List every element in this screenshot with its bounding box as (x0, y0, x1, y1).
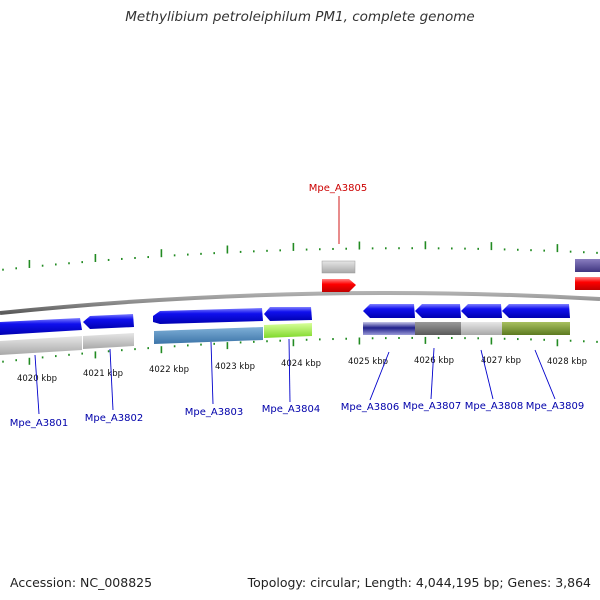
outer-scale-ticks (2, 241, 598, 271)
coord-label: 4028 kbp (547, 357, 587, 367)
band-steel[interactable] (154, 327, 263, 344)
gene-label-mpe-a3807[interactable]: Mpe_A3807 (403, 401, 461, 412)
inner-scale-ticks (2, 336, 598, 365)
band-lightgrey[interactable] (461, 322, 502, 335)
map-title: Methylibium petroleiphilum PM1, complete… (125, 9, 475, 25)
coord-label: 4025 kbp (348, 357, 388, 367)
forward-strand-features (321, 259, 600, 292)
gene-block-red-right[interactable] (575, 277, 600, 290)
gene-label-mpe-a3806[interactable]: Mpe_A3806 (341, 402, 399, 413)
coordinate-labels: 4020 kbp 4021 kbp 4022 kbp 4023 kbp 4024… (17, 356, 587, 384)
genome-backbone (0, 290, 600, 315)
gene-label-mpe-a3801[interactable]: Mpe_A3801 (10, 418, 68, 429)
gene-arrow-mpe-a3804[interactable] (264, 307, 312, 321)
coord-label: 4023 kbp (215, 362, 255, 372)
coord-label: 4021 kbp (83, 369, 123, 379)
gene-arrow-mpe-a3808[interactable] (461, 304, 502, 318)
gene-label-mpe-a3802[interactable]: Mpe_A3802 (85, 413, 143, 424)
gene-arrow-mpe-a3802[interactable] (83, 314, 134, 329)
gene-label-mpe-a3803[interactable]: Mpe_A3803 (185, 407, 243, 418)
gene-arrow-mpe-a3803[interactable] (153, 308, 263, 324)
gene-label-mpe-a3804[interactable]: Mpe_A3804 (262, 404, 320, 415)
band-navy[interactable] (363, 322, 415, 335)
band-grey-1[interactable] (0, 336, 82, 355)
gene-arrow-mpe-a3806[interactable] (363, 304, 415, 318)
coord-label: 4022 kbp (149, 365, 189, 375)
gene-label-mpe-a3809[interactable]: Mpe_A3809 (526, 401, 584, 412)
band-grey-2[interactable] (83, 333, 134, 349)
gene-block-purple[interactable] (575, 259, 600, 272)
gene-arrow-mpe-a3807[interactable] (415, 304, 461, 318)
band-darkgrey[interactable] (415, 322, 461, 335)
trna-upper-grey-block[interactable] (321, 260, 356, 274)
label-leaders (34, 196, 556, 415)
gene-label-mpe-a3808[interactable]: Mpe_A3808 (465, 401, 523, 412)
gene-arrow-mpe-a3809[interactable] (502, 304, 570, 318)
band-lime[interactable] (264, 323, 312, 338)
gene-arrow-mpe-a3801[interactable] (0, 318, 82, 335)
gene-labels: Mpe_A3801 Mpe_A3802 Mpe_A3803 Mpe_A3804 … (10, 183, 584, 429)
coord-label: 4024 kbp (281, 359, 321, 369)
reverse-strand-features (0, 304, 570, 355)
band-olive[interactable] (502, 322, 570, 335)
coord-label: 4027 kbp (481, 356, 521, 366)
coord-label: 4026 kbp (414, 356, 454, 366)
accession-text: Accession: NC_008825 (10, 575, 153, 590)
genome-stats-text: Topology: circular; Length: 4,044,195 bp… (247, 575, 591, 590)
gene-arrow-mpe-a3805[interactable] (322, 279, 356, 292)
gene-label-mpe-a3805[interactable]: Mpe_A3805 (309, 183, 367, 194)
